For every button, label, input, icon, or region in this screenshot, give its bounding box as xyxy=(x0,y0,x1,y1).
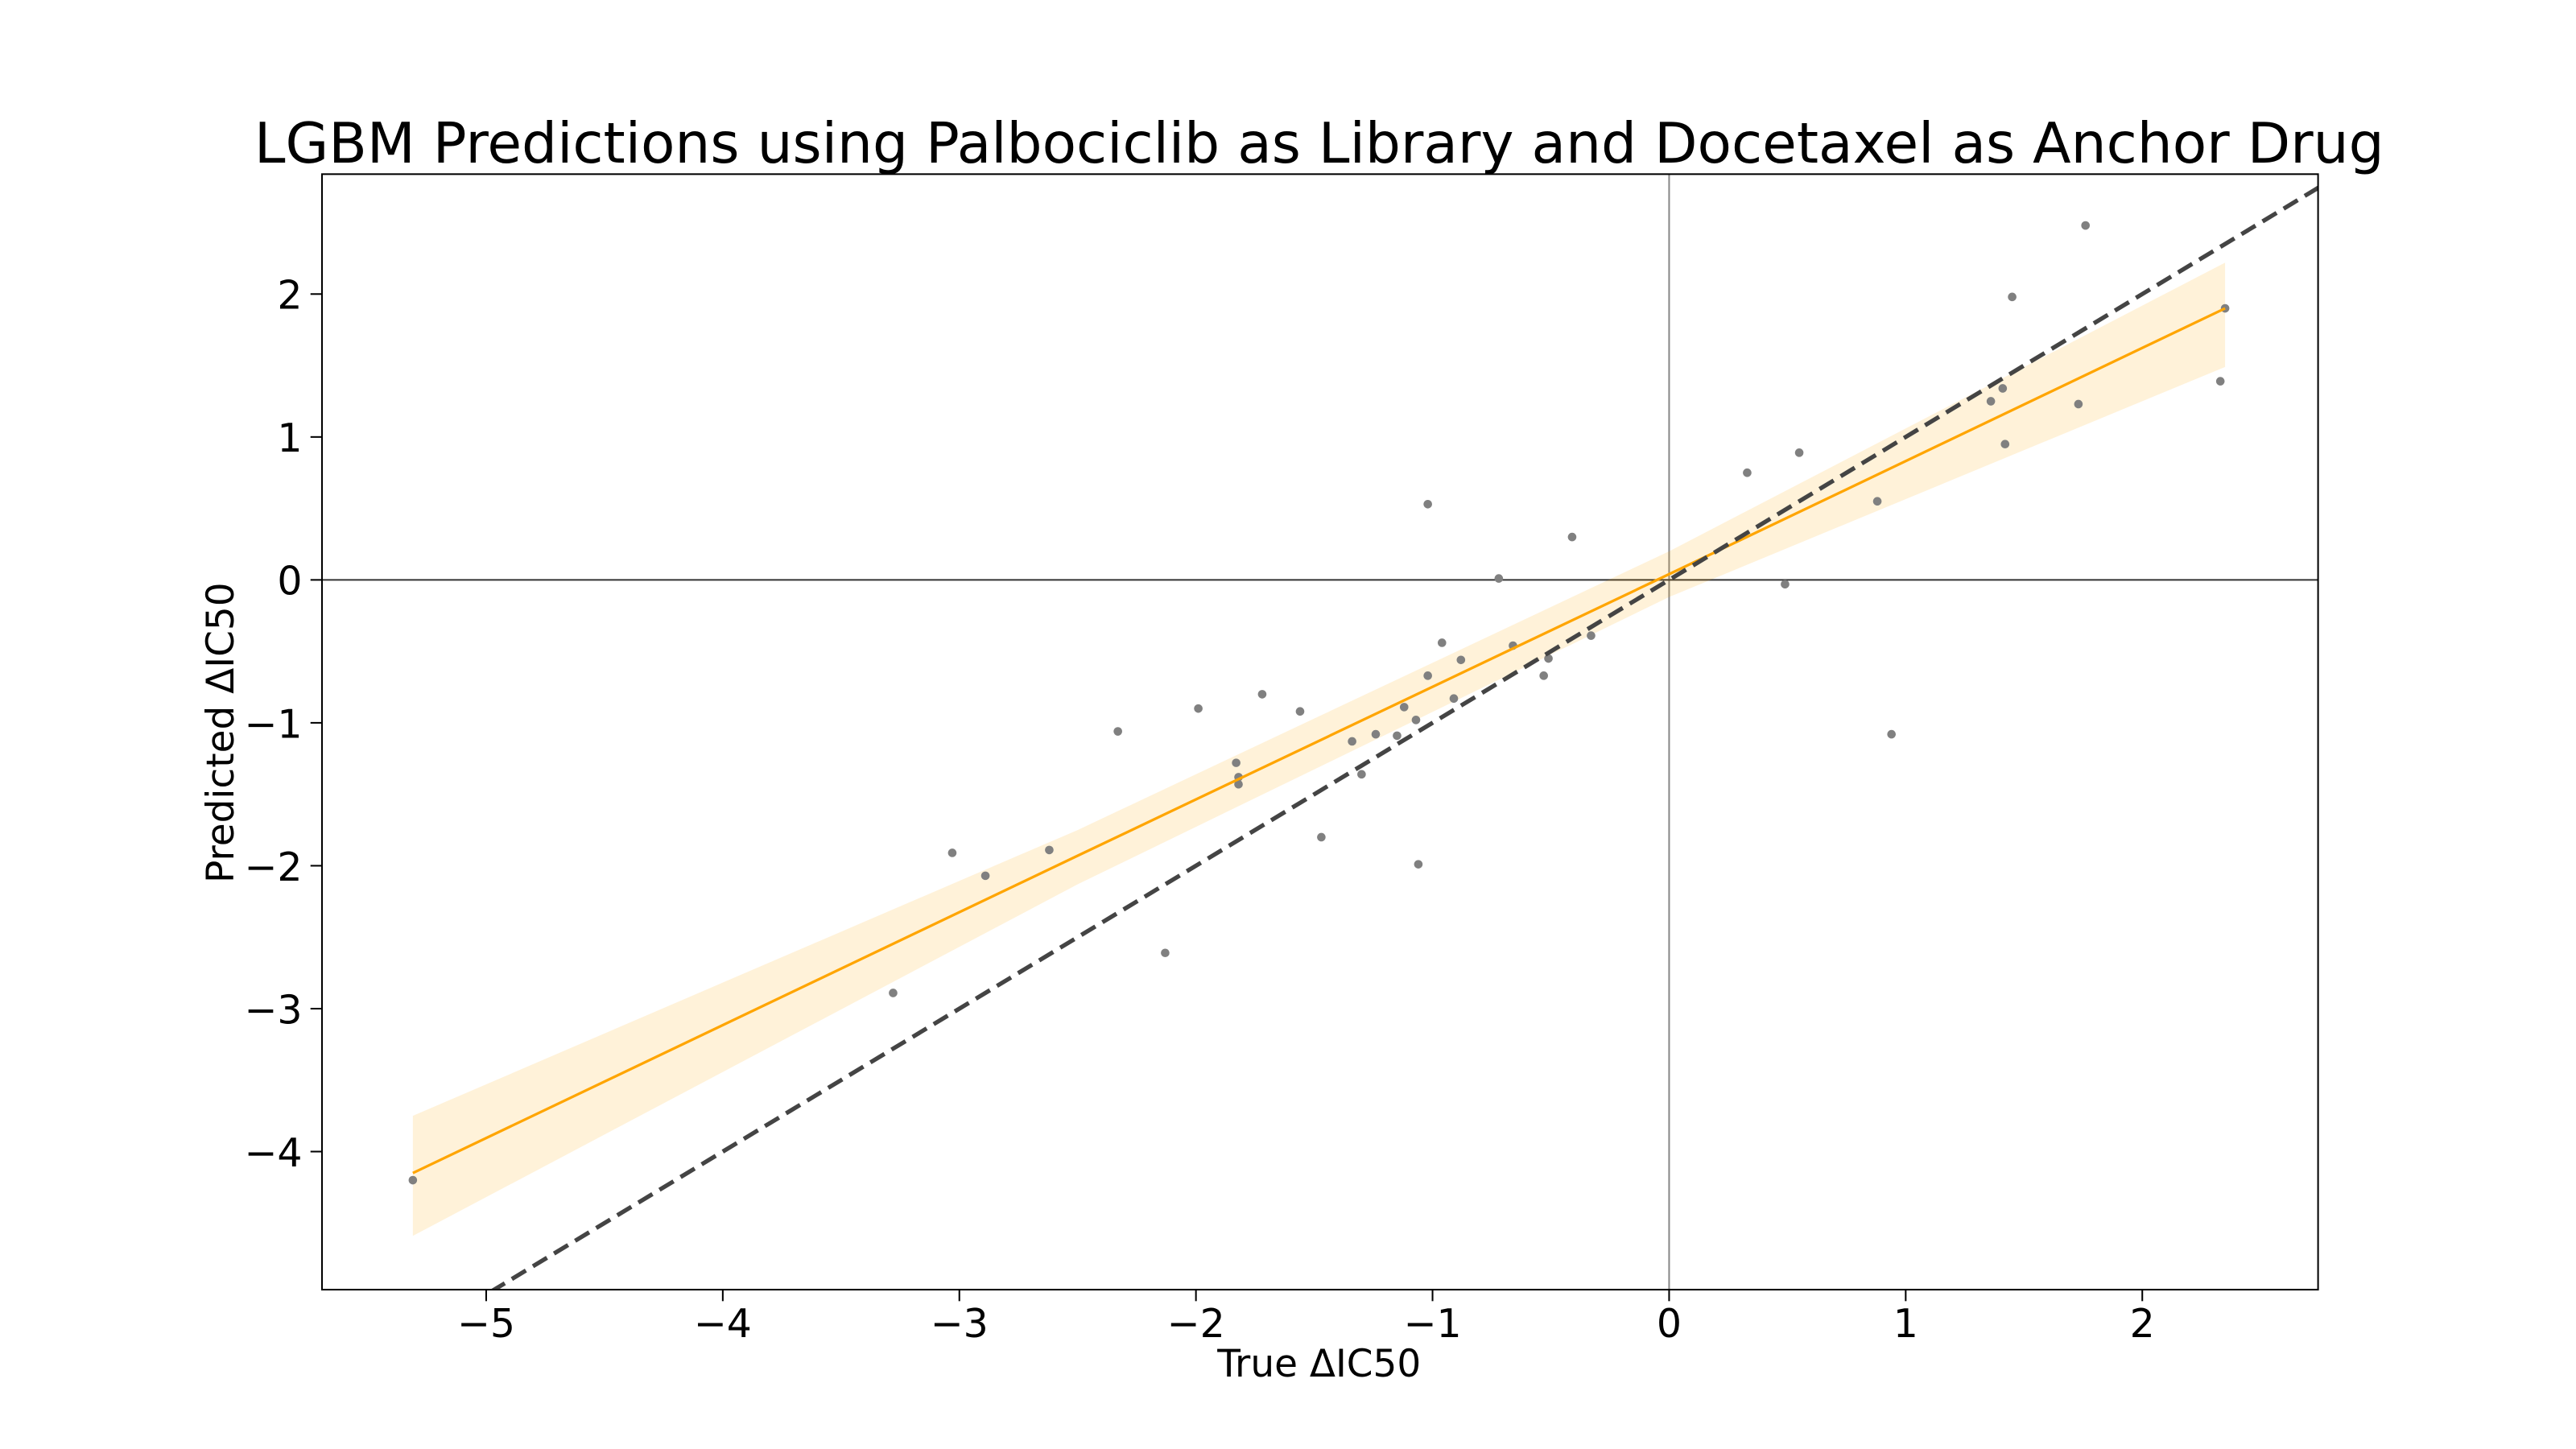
chart-title: LGBM Predictions using Palbociclib as Li… xyxy=(254,112,2384,176)
data-point xyxy=(1234,779,1243,789)
data-point xyxy=(1743,468,1752,477)
data-point xyxy=(1567,532,1577,542)
data-point xyxy=(1257,690,1267,699)
data-point xyxy=(1998,384,2008,393)
data-point xyxy=(947,848,957,857)
confidence-band xyxy=(412,262,2226,1236)
data-point xyxy=(1423,671,1432,680)
data-point xyxy=(1411,716,1421,724)
data-point xyxy=(1371,729,1381,739)
plot-area xyxy=(322,174,2318,1290)
data-point xyxy=(1232,758,1241,767)
data-point xyxy=(1348,737,1356,746)
data-point xyxy=(1045,845,1054,855)
data-point xyxy=(2215,377,2225,386)
data-point xyxy=(1872,497,1882,506)
data-point xyxy=(1887,729,1897,739)
y-tick-label: −3 xyxy=(244,987,302,1033)
x-axis-label: True ΔIC50 xyxy=(1216,1342,1421,1386)
data-point xyxy=(889,989,898,997)
x-tick-label: 1 xyxy=(1893,1301,1918,1347)
data-point xyxy=(1113,727,1122,736)
y-tick-label: 2 xyxy=(277,273,302,319)
plot-frame xyxy=(320,173,2319,1291)
data-point xyxy=(1194,704,1203,713)
x-tick-label: 0 xyxy=(1657,1301,1682,1347)
data-point xyxy=(1295,707,1305,716)
data-point xyxy=(1494,574,1504,583)
y-tick-label: −4 xyxy=(244,1130,302,1176)
data-point xyxy=(2008,292,2017,302)
x-tick-label: −2 xyxy=(1167,1301,1225,1347)
data-point xyxy=(980,871,990,881)
data-point xyxy=(1357,770,1366,779)
y-axis-label: Predicted ΔIC50 xyxy=(199,582,243,883)
y-tick-label: −1 xyxy=(244,701,302,747)
data-point xyxy=(1794,448,1804,457)
x-tick-label: −4 xyxy=(694,1301,752,1347)
data-point xyxy=(1456,655,1466,665)
data-point xyxy=(2074,399,2083,409)
data-point xyxy=(1986,397,1996,406)
data-point xyxy=(2000,440,2010,449)
y-tick-label: −2 xyxy=(244,844,302,890)
x-tick-label: −5 xyxy=(457,1301,515,1347)
data-point xyxy=(1414,860,1423,869)
data-point xyxy=(1317,832,1326,842)
data-point xyxy=(1539,671,1548,680)
regression-line xyxy=(412,307,2226,1174)
x-tick-label: −1 xyxy=(1403,1301,1461,1347)
data-point xyxy=(2081,221,2090,230)
data-point xyxy=(1781,580,1790,589)
x-tick-label: 2 xyxy=(2130,1301,2155,1347)
data-point xyxy=(1437,638,1447,647)
x-tick-label: −3 xyxy=(931,1301,989,1347)
data-point xyxy=(1161,948,1170,958)
data-point xyxy=(1544,654,1553,663)
y-tick-label: 1 xyxy=(277,415,302,461)
y-tick-label: 0 xyxy=(277,559,302,605)
data-point xyxy=(1449,694,1459,704)
data-point xyxy=(1587,631,1596,640)
data-point xyxy=(1423,499,1432,509)
data-point xyxy=(408,1175,418,1185)
data-point xyxy=(1399,703,1409,712)
data-point xyxy=(1393,731,1402,741)
